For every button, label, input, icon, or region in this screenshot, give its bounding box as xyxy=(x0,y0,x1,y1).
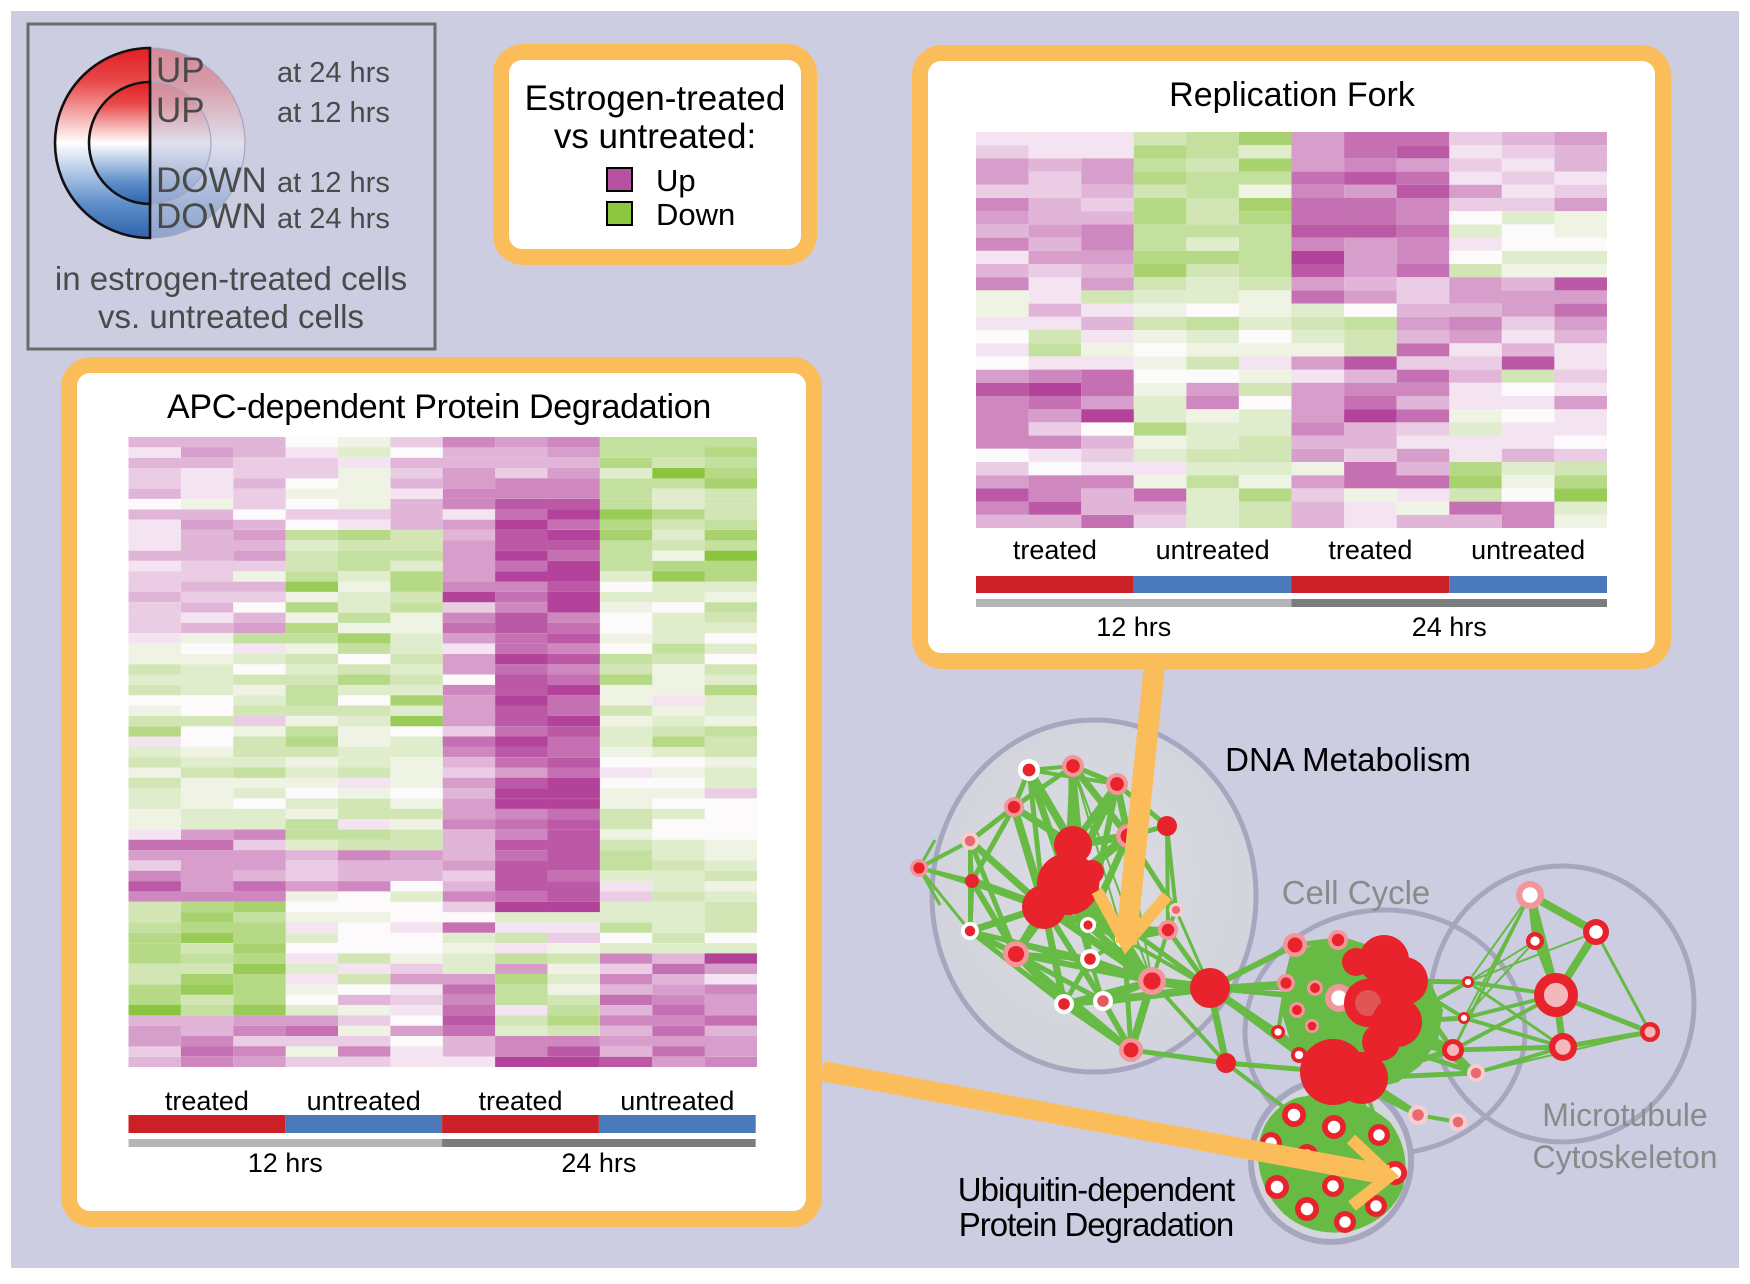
svg-text:Microtubule: Microtubule xyxy=(1542,1097,1707,1133)
svg-text:24 hrs: 24 hrs xyxy=(1412,612,1487,642)
svg-text:Estrogen-treated: Estrogen-treated xyxy=(525,79,786,118)
svg-text:untreated: untreated xyxy=(1471,535,1585,565)
svg-text:APC-dependent Protein Degradat: APC-dependent Protein Degradation xyxy=(167,388,711,426)
svg-text:untreated: untreated xyxy=(1156,535,1270,565)
svg-text:Up: Up xyxy=(656,163,696,198)
svg-text:treated: treated xyxy=(1328,535,1412,565)
svg-text:Replication Fork: Replication Fork xyxy=(1169,76,1416,114)
svg-text:untreated: untreated xyxy=(620,1086,734,1116)
svg-text:vs. untreated cells: vs. untreated cells xyxy=(98,298,364,335)
svg-text:Cytoskeleton: Cytoskeleton xyxy=(1533,1139,1718,1175)
svg-text:12 hrs: 12 hrs xyxy=(248,1148,323,1178)
svg-text:at 24 hrs: at 24 hrs xyxy=(277,203,390,235)
svg-text:Ubiquitin-dependent: Ubiquitin-dependent xyxy=(958,1171,1235,1208)
svg-text:untreated: untreated xyxy=(307,1086,421,1116)
svg-text:Cell Cycle: Cell Cycle xyxy=(1282,874,1431,911)
svg-text:Protein Degradation: Protein Degradation xyxy=(959,1206,1234,1243)
svg-text:12 hrs: 12 hrs xyxy=(1096,612,1171,642)
svg-text:at 12 hrs: at 12 hrs xyxy=(277,97,390,129)
svg-text:DNA Metabolism: DNA Metabolism xyxy=(1225,741,1471,778)
svg-text:treated: treated xyxy=(478,1086,562,1116)
svg-text:24 hrs: 24 hrs xyxy=(561,1148,636,1178)
svg-text:Down: Down xyxy=(656,197,735,232)
svg-text:in estrogen-treated cells: in estrogen-treated cells xyxy=(55,260,407,297)
svg-text:at 24 hrs: at 24 hrs xyxy=(277,57,390,89)
svg-text:UP: UP xyxy=(156,51,205,90)
svg-text:treated: treated xyxy=(1013,535,1097,565)
svg-text:at 12 hrs: at 12 hrs xyxy=(277,167,390,199)
svg-text:vs untreated:: vs untreated: xyxy=(554,117,756,156)
svg-text:DOWN: DOWN xyxy=(156,161,267,200)
svg-text:UP: UP xyxy=(156,91,205,130)
svg-text:DOWN: DOWN xyxy=(156,197,267,236)
svg-text:treated: treated xyxy=(165,1086,249,1116)
